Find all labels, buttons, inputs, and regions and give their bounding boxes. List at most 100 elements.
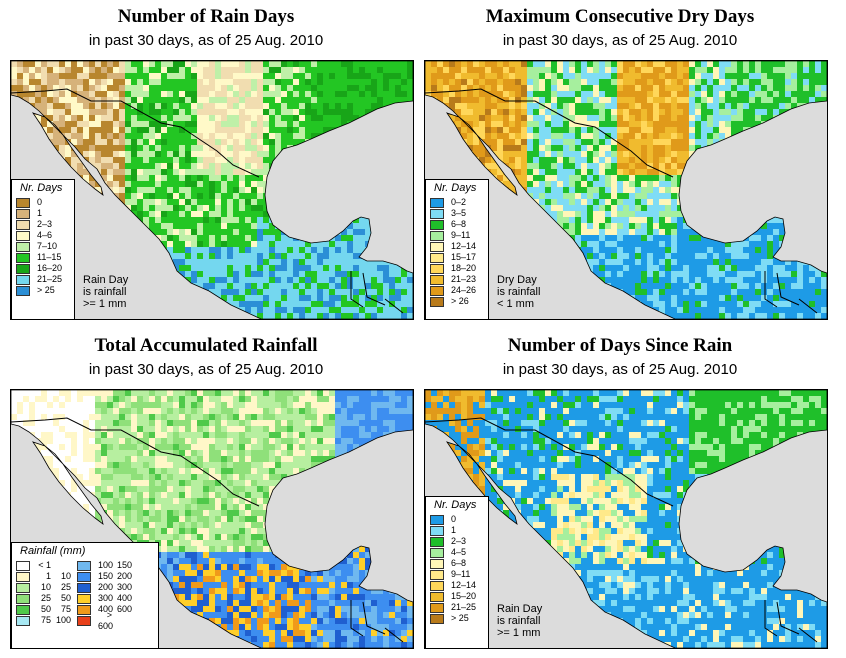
legend-swatch: [430, 558, 444, 569]
legend-note: Rain Day is rainfall >= 1 mm: [83, 274, 128, 310]
legend-item: < 1: [16, 560, 71, 571]
legend-label: 2–3: [451, 536, 467, 546]
legend-item: 7–10: [16, 241, 74, 252]
legend-swatch: [77, 560, 91, 571]
coastline: [425, 61, 827, 319]
legend-range-high: 400: [116, 593, 132, 603]
legend-item: 1: [16, 208, 74, 219]
legend-swatch: [77, 604, 91, 615]
country-borders: [11, 417, 404, 643]
legend-swatch: [16, 252, 30, 263]
legend-range-low: 75: [40, 615, 51, 625]
legend-label: 21–23: [451, 274, 477, 284]
country-borders: [11, 88, 404, 314]
legend-swatch: [16, 604, 30, 615]
legend-range-high: 150: [116, 560, 132, 570]
legend-item: 2–3: [16, 219, 74, 230]
panel-days-since-rain: Number of Days Since Rain in past 30 day…: [414, 329, 828, 653]
legend-label: > 25: [451, 613, 469, 623]
legend-item: > 25: [16, 285, 74, 296]
panel-subtitle: in past 30 days, as of 25 Aug. 2010: [88, 32, 324, 49]
legend-item: 300 400: [77, 593, 132, 604]
legend-item: 0–2: [430, 197, 488, 208]
legend-item: 1 10: [16, 571, 71, 582]
legend-label: 21–25: [37, 274, 63, 284]
legend-swatch: [77, 593, 91, 604]
legend-label: 18–20: [451, 263, 477, 273]
map-total-rainfall: Rainfall (mm) < 1 1 10 10 25 25 50 50 75 75 100 10…: [10, 389, 414, 649]
legend-item: 21–25: [16, 274, 74, 285]
legend-item: 11–15: [16, 252, 74, 263]
panel-subtitle: in past 30 days, as of 25 Aug. 2010: [88, 361, 324, 378]
panel-title: Number of Rain Days: [117, 6, 295, 27]
legend-title: Nr. Days: [434, 182, 477, 194]
legend-label: 15–17: [451, 252, 477, 262]
legend-label: 21–25: [451, 602, 477, 612]
map-rain-days: Nr. Days 0 1 2–3 4–6 7–10 11–15 16–20 21–25 > 25…: [10, 60, 414, 320]
legend-swatch: [430, 525, 444, 536]
legend-label: > 26: [451, 296, 469, 306]
legend-item: 15–17: [430, 252, 488, 263]
legend-title: Nr. Days: [434, 499, 477, 511]
legend-item: 75 100: [16, 615, 71, 626]
legend-label: 6–8: [451, 558, 467, 568]
legend-swatch: [16, 208, 30, 219]
legend-item: 9–11: [430, 230, 488, 241]
legend-item: 9–11: [430, 569, 488, 580]
legend-swatch: [77, 615, 91, 626]
legend-item: 150 200: [77, 571, 132, 582]
legend-item: 10 25: [16, 582, 71, 593]
coastline: [11, 390, 413, 648]
legend-range-high: 25: [60, 582, 71, 592]
legend-swatch: [430, 580, 444, 591]
legend-swatch: [430, 263, 444, 274]
legend-item: > 26: [430, 296, 488, 307]
legend-range-low: < 1: [38, 560, 51, 570]
legend: Nr. Days 0–2 3–5 6–8 9–11 12–14 15–17 18–20 21–…: [425, 179, 489, 319]
legend-range-low: 10: [40, 582, 51, 592]
legend-item: 6–8: [430, 219, 488, 230]
legend-note: Dry Day is rainfall < 1 mm: [497, 274, 540, 310]
legend-item: 4–5: [430, 547, 488, 558]
legend-item: 6–8: [430, 558, 488, 569]
legend-swatch: [16, 285, 30, 296]
legend-range-low: 100: [98, 560, 114, 570]
legend-label: 24–26: [451, 285, 477, 295]
legend-title: Nr. Days: [20, 182, 63, 194]
legend-item: 100 150: [77, 560, 132, 571]
map-svg: [425, 61, 827, 319]
legend-label: 6–8: [451, 219, 467, 229]
panel-title: Maximum Consecutive Dry Days: [485, 6, 755, 27]
legend-range-low: > 600: [98, 609, 114, 631]
legend-label: 7–10: [37, 241, 58, 251]
legend-label: 1: [37, 208, 43, 218]
legend: Rainfall (mm) < 1 1 10 10 25 25 50 50 75 75 100 10…: [11, 542, 159, 648]
note-line: >= 1 mm: [497, 627, 541, 639]
legend-swatch: [16, 230, 30, 241]
legend-range-low: 1: [45, 571, 51, 581]
legend-swatch: [16, 263, 30, 274]
legend-range-high: 200: [116, 571, 132, 581]
legend-range-low: 150: [98, 571, 114, 581]
legend-swatch: [430, 252, 444, 263]
legend-label: 12–14: [451, 580, 477, 590]
note-line: is rainfall: [83, 286, 127, 298]
country-borders: [425, 417, 818, 643]
legend-item: 12–14: [430, 580, 488, 591]
coastline: [425, 390, 827, 648]
legend-item: > 600: [77, 610, 132, 631]
map-days-since-rain: Nr. Days 0 1 2–3 4–5 6–8 9–11 12–14 15–20 21–25 >…: [424, 389, 828, 649]
note-line: < 1 mm: [497, 298, 534, 310]
legend-item: 24–26: [430, 285, 488, 296]
legend-item: 25 50: [16, 593, 71, 604]
coastline: [11, 61, 413, 319]
panel-subtitle: in past 30 days, as of 25 Aug. 2010: [502, 32, 738, 49]
legend-swatch: [16, 560, 30, 571]
panel-subtitle: in past 30 days, as of 25 Aug. 2010: [502, 361, 738, 378]
legend: Nr. Days 0 1 2–3 4–5 6–8 9–11 12–14 15–20 21–25 >…: [425, 496, 489, 648]
legend-item: 0: [16, 197, 74, 208]
map-dry-days: Nr. Days 0–2 3–5 6–8 9–11 12–14 15–17 18–20 21–…: [424, 60, 828, 320]
legend-swatch: [430, 241, 444, 252]
note-line: is rainfall: [497, 286, 541, 298]
note-line: Dry Day: [497, 274, 537, 286]
